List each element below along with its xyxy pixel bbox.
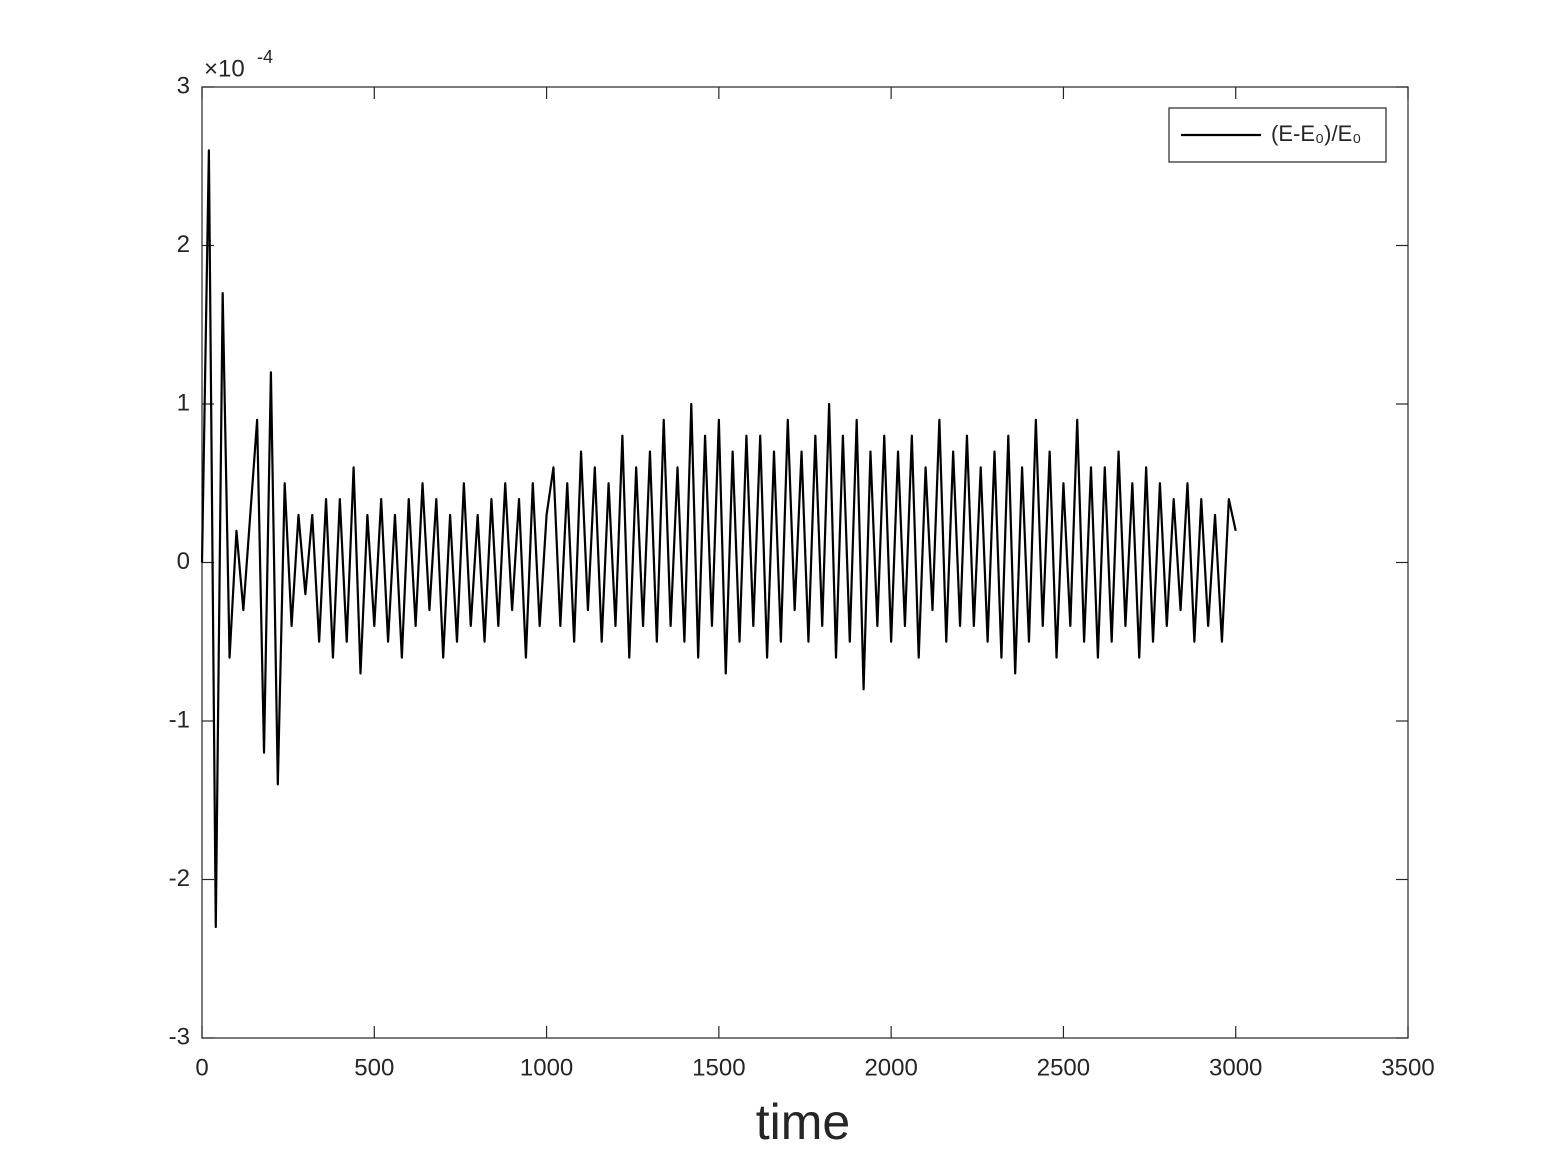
y-scale-base: ×10 [204,55,245,82]
y-tick-label: 0 [177,548,190,575]
x-tick-label: 500 [354,1054,394,1081]
x-tick-label: 0 [195,1054,208,1081]
data-line [200,149,1237,929]
y-tick-label: 2 [177,231,190,258]
x-axis-label: time [756,1094,850,1150]
x-tick-label: 3500 [1381,1054,1434,1081]
y-tick-label: -2 [169,865,190,892]
y-tick-label: 1 [177,389,190,416]
x-tick-label: 2500 [1037,1054,1090,1081]
y-tick-label: -1 [169,706,190,733]
y-scale-exponent: -4 [257,47,273,67]
y-tick-label: -3 [169,1023,190,1050]
legend-label: (E-E₀)/E₀ [1271,121,1361,146]
x-tick-label: 1500 [692,1054,745,1081]
y-tick-label: 3 [177,72,190,99]
x-tick-label: 2000 [864,1054,917,1081]
x-tick-label: 1000 [520,1054,573,1081]
x-tick-label: 3000 [1209,1054,1262,1081]
